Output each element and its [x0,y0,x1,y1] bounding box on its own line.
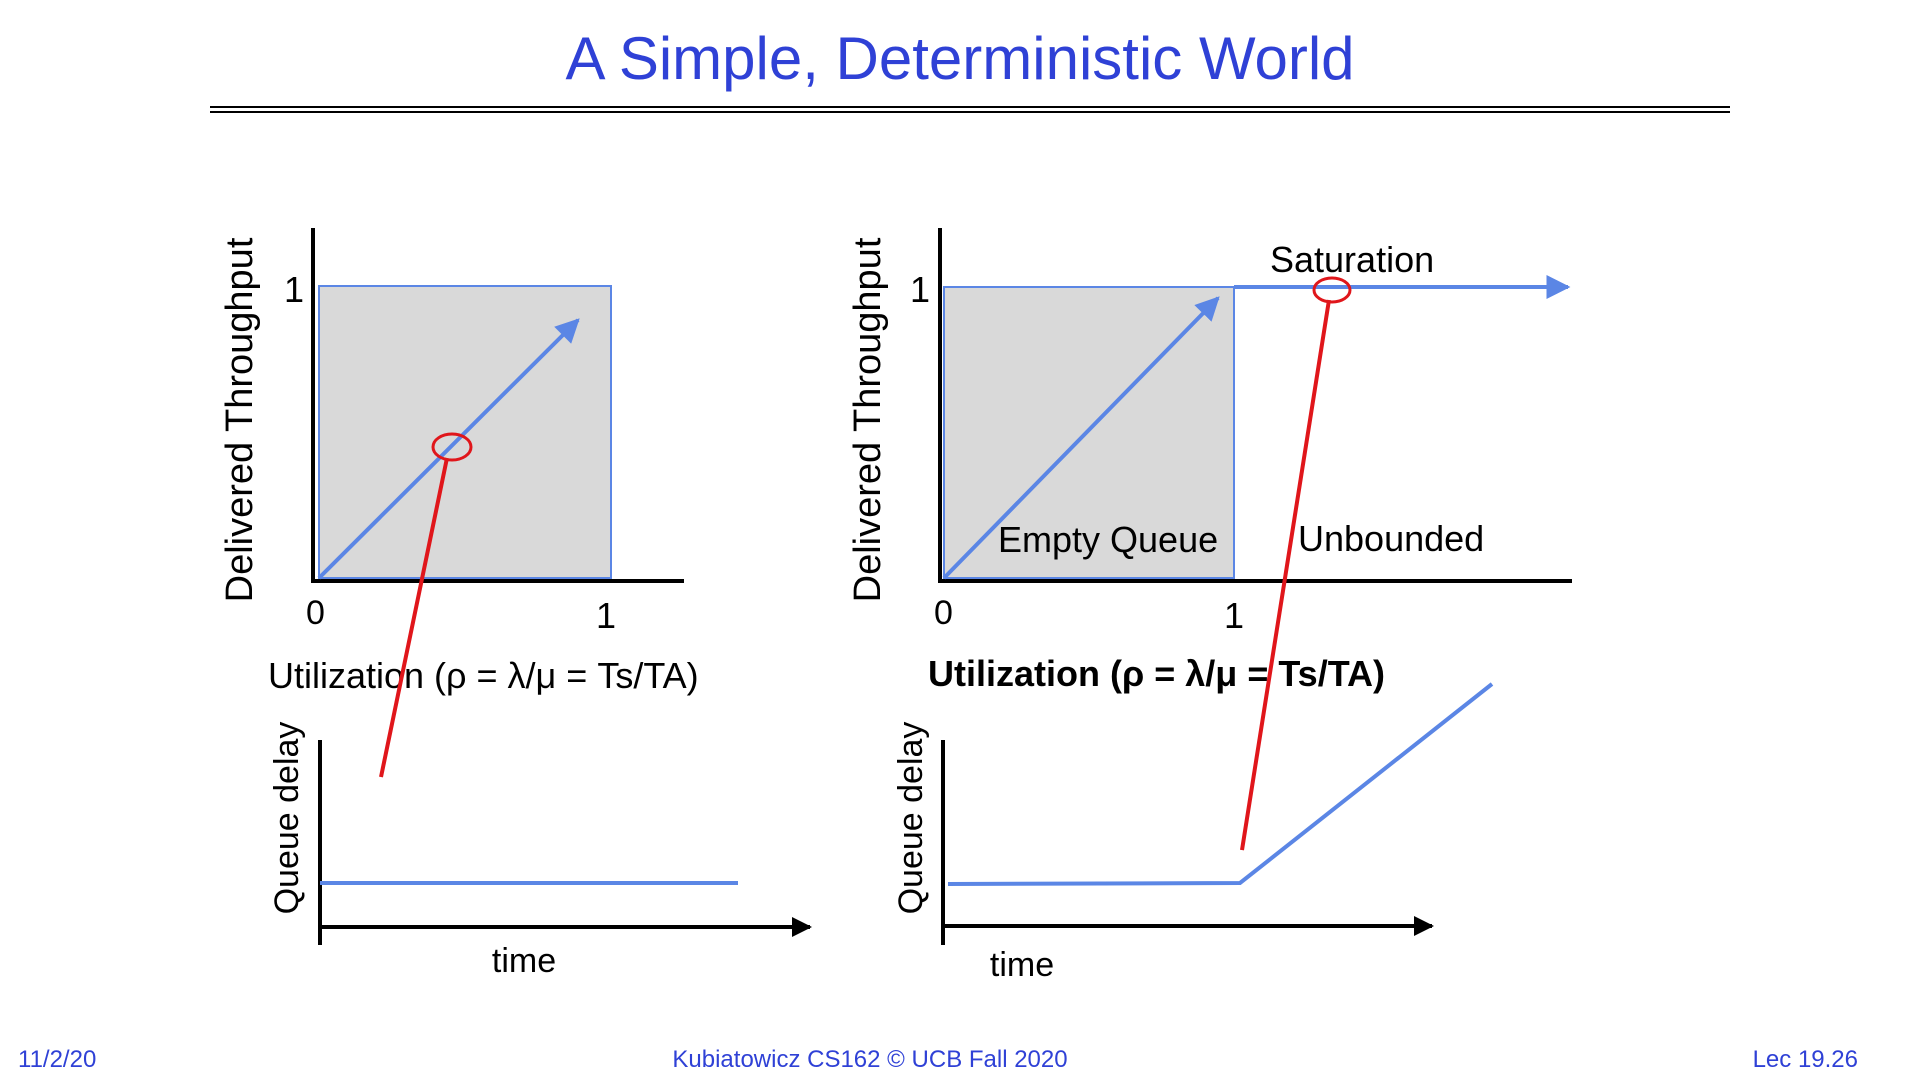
footer-course: Kubiatowicz CS162 © UCB Fall 2020 [672,1046,1068,1073]
right-x-tick-1: 1 [1224,595,1244,636]
right-delay-y-label: Queue delay [892,722,930,915]
right-utilization-label: Utilization (ρ = λ/μ = Ts/TA) [928,653,1385,694]
right-delay-x-label: time [990,946,1054,984]
footer-lecture: Lec 19.26 [1752,1046,1858,1073]
right-throughput-ramp [942,296,1220,580]
left-throughput-line [317,318,580,580]
right-delay-curve [947,682,1494,886]
left-throughput-plot: Delivered Throughput 1 0 1 Utilization (… [219,228,699,696]
right-saturation-label: Saturation [1270,239,1434,280]
right-y-axis-label: Delivered Throughput [847,237,889,602]
right-queue-delay-plot: Queue delay time [892,682,1494,984]
slide-title: A Simple, Deterministic World [565,25,1355,92]
left-x-tick-1: 1 [596,595,616,636]
left-queue-delay-plot: Queue delay time [268,722,812,980]
right-highlight-connector [1240,299,1331,851]
left-x-tick-0: 0 [306,594,325,632]
right-empty-queue-label: Empty Queue [998,519,1218,560]
left-y-tick-1: 1 [284,269,304,310]
right-unbounded-label: Unbounded [1298,518,1484,559]
left-delay-x-label: time [492,942,556,980]
title-rule-bottom [210,111,1730,113]
left-utilization-label: Utilization (ρ = λ/μ = Ts/TA) [268,655,699,696]
right-x-tick-0: 0 [934,594,953,632]
right-throughput-plot: Saturation Empty Queue Unbounded Deliver… [847,228,1572,694]
left-highlight-connector [379,457,449,778]
title-rule-top [210,106,1730,108]
left-delay-y-label: Queue delay [268,722,306,915]
right-y-tick-1: 1 [910,269,930,310]
right-saturation-point-marker [1312,276,1352,304]
left-y-axis-label: Delivered Throughput [219,237,261,602]
footer-date: 11/2/20 [18,1046,97,1073]
left-operating-point-marker [431,432,473,462]
